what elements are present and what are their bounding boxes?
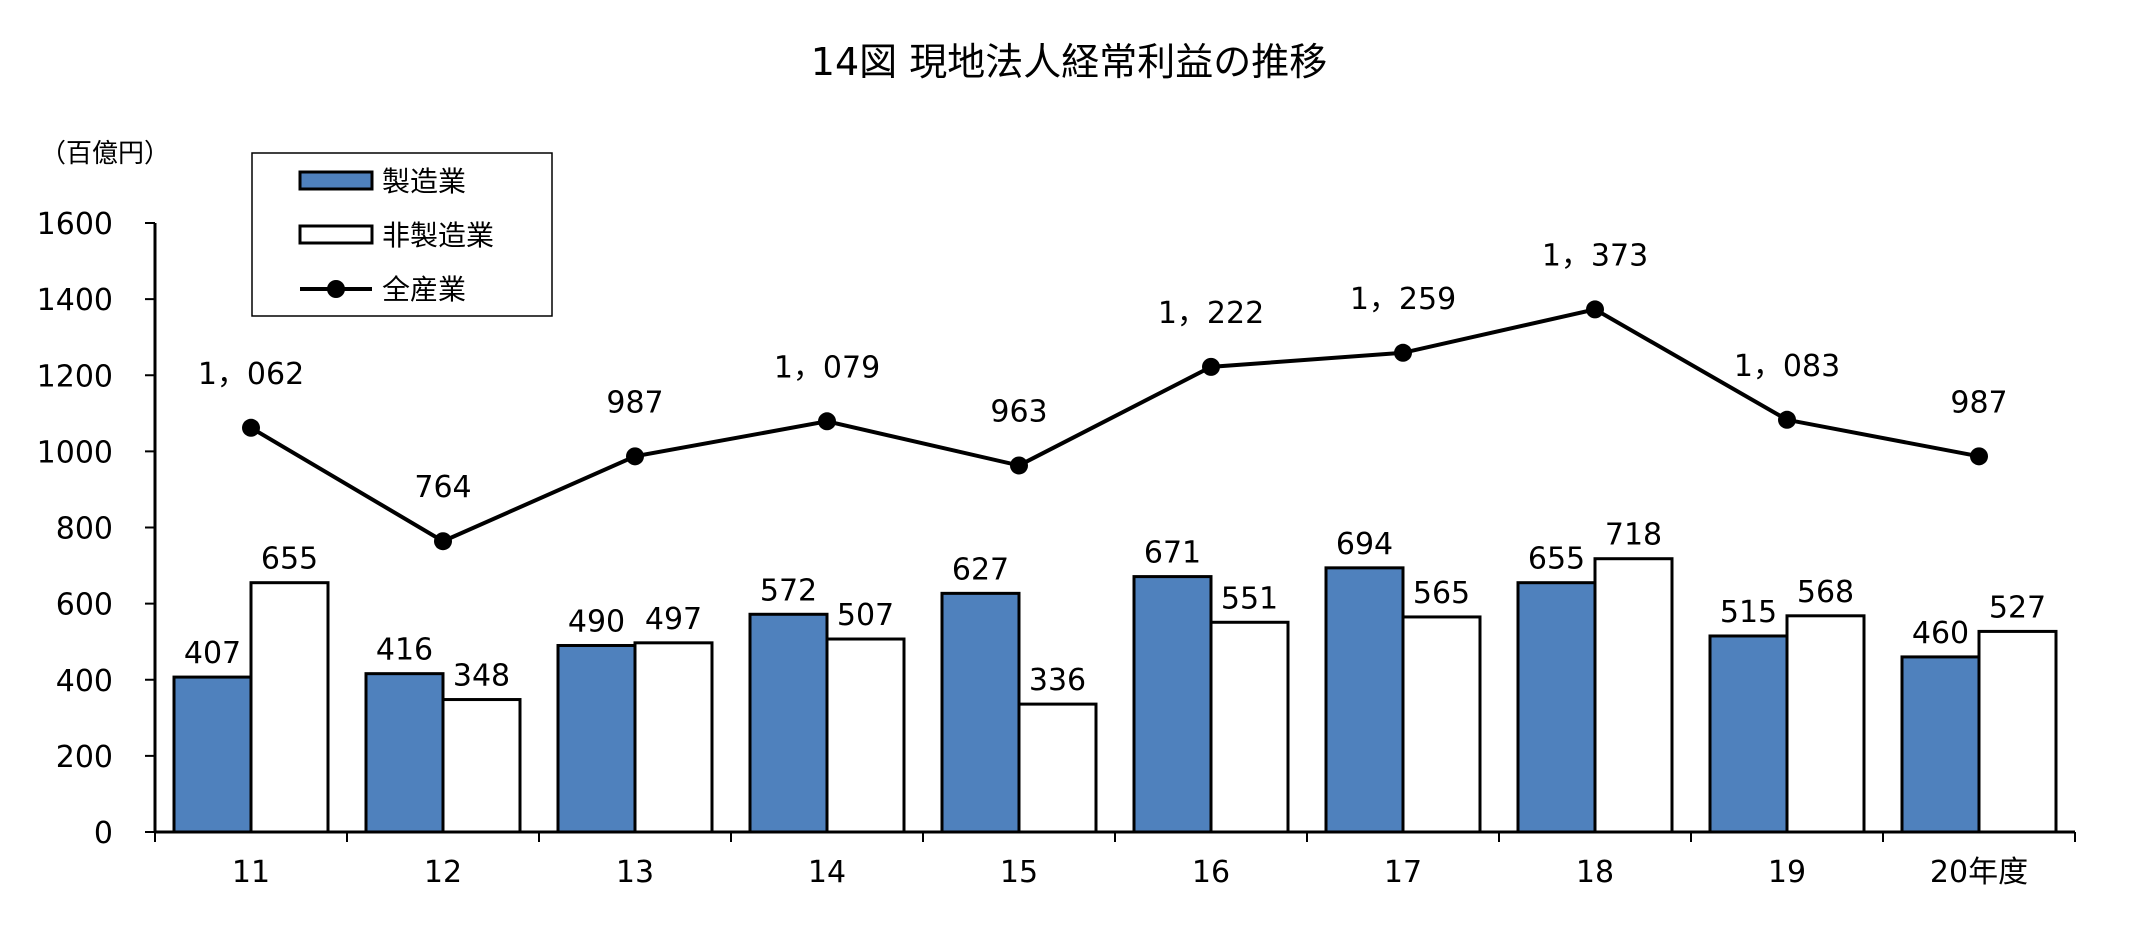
bar-manufacturing	[748, 612, 829, 834]
y-tick-label: 800	[56, 512, 113, 547]
x-tick-label: 13	[616, 855, 654, 890]
data-label-all-industries: 987	[1950, 385, 2007, 420]
y-tick-label: 1600	[37, 207, 113, 242]
data-label-non-manufacturing: 718	[1605, 518, 1662, 553]
data-label-non-manufacturing: 551	[1221, 581, 1278, 616]
legend-label-all-industries: 全産業	[382, 273, 466, 306]
data-label-all-industries: 1，079	[774, 350, 880, 385]
bar-non-manufacturing	[1785, 614, 1866, 834]
bar-non-manufacturing	[1977, 629, 2058, 834]
data-label-manufacturing: 460	[1912, 616, 1969, 651]
data-label-all-industries: 1，083	[1734, 349, 1840, 384]
data-label-all-industries: 1，062	[198, 357, 304, 392]
point-all-industries	[626, 447, 644, 466]
y-tick-label: 600	[56, 588, 113, 623]
data-label-non-manufacturing: 336	[1029, 663, 1086, 698]
data-label-all-industries: 963	[990, 394, 1047, 429]
data-label-manufacturing: 655	[1528, 542, 1585, 577]
data-label-all-industries: 987	[606, 385, 663, 420]
bar-manufacturing	[172, 675, 253, 834]
point-all-industries	[434, 532, 452, 551]
data-label-non-manufacturing: 527	[1989, 590, 2046, 625]
y-tick-label: 1200	[37, 359, 113, 394]
bar-non-manufacturing	[1209, 620, 1290, 834]
bar-manufacturing	[1708, 634, 1789, 834]
point-all-industries	[1010, 456, 1028, 475]
x-tick-label: 17	[1384, 855, 1422, 890]
x-tick-label: 20年度	[1930, 855, 2028, 890]
legend: 製造業 非製造業 全産業	[251, 152, 553, 317]
bar-manufacturing	[1516, 581, 1597, 834]
point-all-industries	[1202, 357, 1220, 376]
point-all-industries	[242, 418, 260, 437]
data-label-all-industries: 1，373	[1542, 238, 1648, 273]
bar-non-manufacturing	[1401, 615, 1482, 834]
point-all-industries	[818, 412, 836, 431]
bar-non-manufacturing	[633, 641, 714, 834]
x-tick-label: 11	[232, 855, 270, 890]
point-all-industries	[1586, 300, 1604, 319]
legend-marker-all-industries	[327, 280, 345, 298]
bar-non-manufacturing	[1017, 702, 1098, 834]
x-tick-label: 18	[1576, 855, 1614, 890]
data-label-manufacturing: 407	[184, 636, 241, 671]
data-label-non-manufacturing: 568	[1797, 575, 1854, 610]
x-tick-label: 16	[1192, 855, 1230, 890]
chart-title: 14図 現地法人経常利益の推移	[811, 40, 1327, 84]
data-label-manufacturing: 671	[1144, 536, 1201, 571]
data-label-non-manufacturing: 655	[261, 542, 318, 577]
x-tick-label: 12	[424, 855, 462, 890]
data-label-manufacturing: 416	[376, 633, 433, 668]
data-label-manufacturing: 572	[760, 573, 817, 608]
bar-manufacturing	[1324, 566, 1405, 834]
bar-non-manufacturing	[441, 698, 522, 834]
bar-manufacturing	[940, 591, 1021, 834]
data-label-all-industries: 1，222	[1158, 296, 1264, 331]
x-tick-label: 14	[808, 855, 846, 890]
point-all-industries	[1394, 343, 1412, 362]
legend-label-manufacturing: 製造業	[382, 165, 466, 198]
line-all-industries	[249, 307, 1980, 544]
data-labels: 407 655 1，062 416 348 764 490 497 987 572 507 1，079…	[184, 238, 2046, 698]
data-label-non-manufacturing: 507	[837, 598, 894, 633]
legend-swatch-manufacturing	[298, 170, 374, 191]
x-tick-label: 15	[1000, 855, 1038, 890]
bar-manufacturing	[1132, 575, 1213, 834]
data-label-manufacturing: 627	[952, 552, 1009, 587]
data-label-non-manufacturing: 497	[645, 602, 702, 637]
legend-swatch-non-manufacturing	[298, 224, 374, 245]
bar-manufacturing	[1900, 655, 1981, 834]
bar-manufacturing	[556, 643, 637, 834]
x-tick-label: 19	[1768, 855, 1806, 890]
data-label-all-industries: 764	[414, 470, 471, 505]
legend-label-non-manufacturing: 非製造業	[382, 219, 494, 252]
data-label-non-manufacturing: 348	[453, 659, 510, 694]
bars	[172, 557, 2058, 834]
y-tick-label: 1000	[37, 435, 113, 470]
point-all-industries	[1970, 447, 1988, 466]
y-tick-label: 0	[94, 816, 113, 851]
data-label-manufacturing: 490	[568, 604, 625, 639]
bar-manufacturing	[364, 672, 445, 834]
y-tick-label: 400	[56, 664, 113, 699]
data-label-non-manufacturing: 565	[1413, 576, 1470, 611]
point-all-industries	[1778, 410, 1796, 429]
y-tick-label: 200	[56, 740, 113, 775]
bar-non-manufacturing	[825, 637, 906, 834]
y-unit-label: （百億円）	[40, 139, 170, 169]
bar-non-manufacturing	[1593, 557, 1674, 834]
bar-non-manufacturing	[249, 581, 330, 834]
y-tick-label: 1400	[37, 283, 113, 318]
data-label-manufacturing: 515	[1720, 595, 1777, 630]
data-label-all-industries: 1，259	[1350, 282, 1456, 317]
data-label-manufacturing: 694	[1336, 527, 1393, 562]
line-series	[242, 300, 1988, 551]
